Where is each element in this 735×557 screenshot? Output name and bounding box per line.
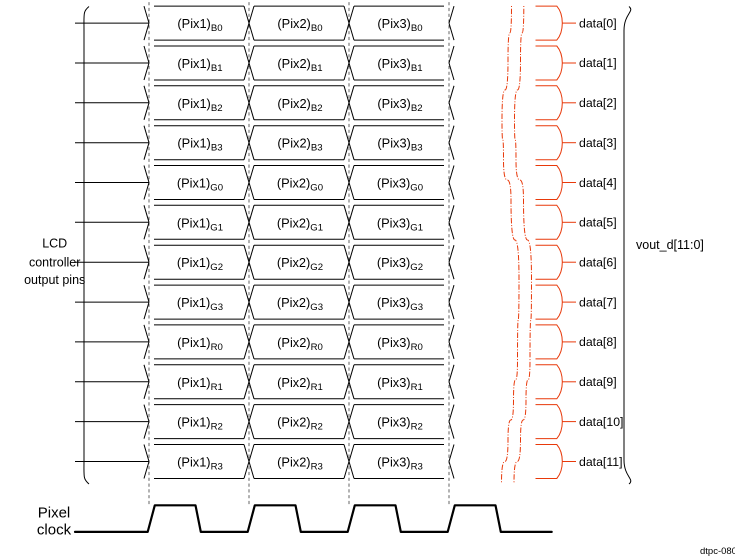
svg-text:data[2]: data[2]	[579, 96, 617, 110]
svg-text:data[7]: data[7]	[579, 295, 617, 309]
svg-text:data[5]: data[5]	[579, 216, 617, 230]
svg-text:data[3]: data[3]	[579, 136, 617, 150]
svg-text:LCD: LCD	[42, 237, 67, 251]
svg-text:data[0]: data[0]	[579, 16, 617, 30]
svg-text:data[1]: data[1]	[579, 56, 617, 70]
svg-text:data[4]: data[4]	[579, 176, 617, 190]
svg-text:data[10]: data[10]	[579, 415, 623, 429]
svg-text:vout_d[11:0]: vout_d[11:0]	[636, 238, 704, 252]
svg-text:data[9]: data[9]	[579, 375, 617, 389]
svg-text:output pins: output pins	[24, 273, 85, 287]
svg-text:controller: controller	[29, 255, 80, 269]
svg-text:clock: clock	[37, 522, 72, 539]
svg-text:data[8]: data[8]	[579, 335, 617, 349]
svg-text:data[6]: data[6]	[579, 256, 617, 270]
svg-text:dtpc-080: dtpc-080	[700, 546, 735, 557]
svg-text:Pixel: Pixel	[38, 505, 71, 522]
svg-text:data[11]: data[11]	[579, 455, 623, 469]
